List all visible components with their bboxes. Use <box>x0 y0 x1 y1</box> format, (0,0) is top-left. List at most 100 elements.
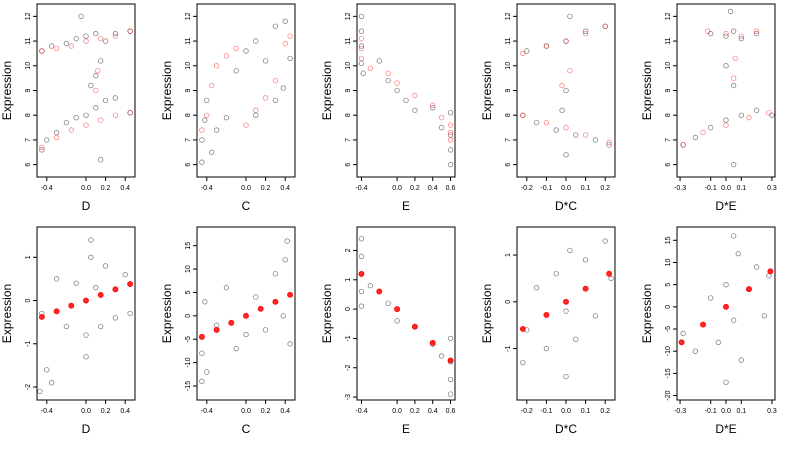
x-tick-label: 0.4 <box>120 408 130 415</box>
x-tick-label: 0.2 <box>600 185 610 192</box>
data-point <box>39 48 45 54</box>
data-point <box>253 107 259 113</box>
data-point <box>358 43 365 49</box>
fit-point <box>678 339 685 346</box>
data-point <box>543 43 550 49</box>
data-point <box>358 288 365 295</box>
data-point <box>93 73 99 79</box>
y-tick-label: 6 <box>665 163 672 167</box>
fit-point <box>429 339 436 346</box>
data-point <box>122 271 128 278</box>
x-axis-label: E <box>402 422 410 436</box>
data-point <box>358 13 365 20</box>
data-point <box>700 129 706 136</box>
data-point <box>233 345 239 352</box>
data-point <box>284 238 290 244</box>
data-point <box>95 68 101 74</box>
x-tick-label: 0.4 <box>280 408 290 415</box>
x-tick-label: 0.0 <box>241 185 251 192</box>
fit-point <box>287 291 294 298</box>
data-point <box>447 137 454 143</box>
data-point <box>385 70 391 76</box>
data-point <box>753 28 760 34</box>
data-point <box>723 33 729 39</box>
y-tick-label: 9 <box>345 88 352 92</box>
data-point <box>447 122 454 128</box>
data-point <box>287 55 293 62</box>
data-point <box>447 161 454 168</box>
data-point <box>358 35 365 42</box>
x-tick-label: 0.1 <box>581 408 591 415</box>
panel-1: -0.4 0.0 0.2 0.4 6 7 8 9 10 11 12 D Expression <box>0 3 136 213</box>
y-tick-label: -2 <box>345 365 352 371</box>
x-tick-label: 0.0 <box>81 408 91 415</box>
data-point <box>262 58 269 64</box>
data-point <box>708 295 714 301</box>
y-tick-label: 5 <box>665 283 672 287</box>
x-tick-label: 0.2 <box>101 185 111 192</box>
data-point <box>376 58 382 64</box>
data-point <box>272 23 279 29</box>
y-tick-label: 10 <box>185 265 192 273</box>
x-axis-label: C <box>242 422 251 436</box>
data-point <box>37 388 43 395</box>
y-tick-label: -1 <box>345 335 352 341</box>
x-tick-label: -0.1 <box>540 408 552 415</box>
data-point <box>112 31 119 37</box>
data-point <box>753 31 760 37</box>
data-point <box>39 144 45 150</box>
x-tick-label: -0.2 <box>521 185 533 192</box>
data-point <box>708 124 714 131</box>
data-point <box>520 112 526 118</box>
data-point <box>53 134 60 141</box>
data-point <box>98 323 104 330</box>
y-tick-label: 0 <box>345 307 352 311</box>
data-point <box>63 323 70 330</box>
data-point <box>243 122 249 128</box>
data-point <box>738 33 744 39</box>
y-tick-label: 15 <box>185 242 192 250</box>
data-point <box>746 115 752 121</box>
y-tick-label: 7 <box>345 138 352 142</box>
data-point <box>563 38 569 44</box>
data-point <box>204 97 210 104</box>
fit-point <box>746 286 752 293</box>
y-tick-label: -1 <box>25 341 32 347</box>
fit-point <box>83 297 89 304</box>
data-point <box>209 149 215 155</box>
data-point <box>243 48 249 54</box>
y-tick-label: -3 <box>345 394 352 400</box>
x-tick-label: 0.0 <box>81 185 91 192</box>
data-point <box>83 122 89 128</box>
y-tick-label: 0 <box>665 305 672 309</box>
plot-frame <box>516 3 616 178</box>
y-tick-label: 10 <box>345 62 352 70</box>
data-point <box>73 280 79 286</box>
y-axis-label: Expression <box>160 61 174 120</box>
data-point <box>438 124 445 131</box>
plot-frame <box>36 226 136 401</box>
data-point <box>447 110 454 116</box>
data-point <box>213 322 220 328</box>
y-tick-label: 12 <box>25 12 32 20</box>
plot-frame <box>676 226 776 401</box>
fit-point <box>563 298 569 305</box>
panel-4: -0.2 -0.1 0.0 0.1 0.2 6 7 8 9 10 11 12 D*C Expression <box>480 3 616 213</box>
data-point <box>731 317 737 323</box>
fit-point <box>198 333 205 340</box>
data-point <box>253 38 259 44</box>
y-tick-label: 7 <box>665 138 672 142</box>
data-point <box>606 142 612 148</box>
data-point <box>533 119 540 126</box>
x-tick-label: -0.4 <box>355 408 367 415</box>
y-tick-label: 10 <box>185 62 192 70</box>
data-point <box>127 28 133 34</box>
data-point <box>738 357 744 363</box>
data-point <box>199 350 205 356</box>
data-point <box>262 327 269 333</box>
data-point <box>394 87 400 94</box>
x-axis-label: C <box>242 199 251 213</box>
data-point <box>447 147 454 153</box>
y-tick-label: 6 <box>25 163 32 167</box>
data-point <box>738 112 744 118</box>
